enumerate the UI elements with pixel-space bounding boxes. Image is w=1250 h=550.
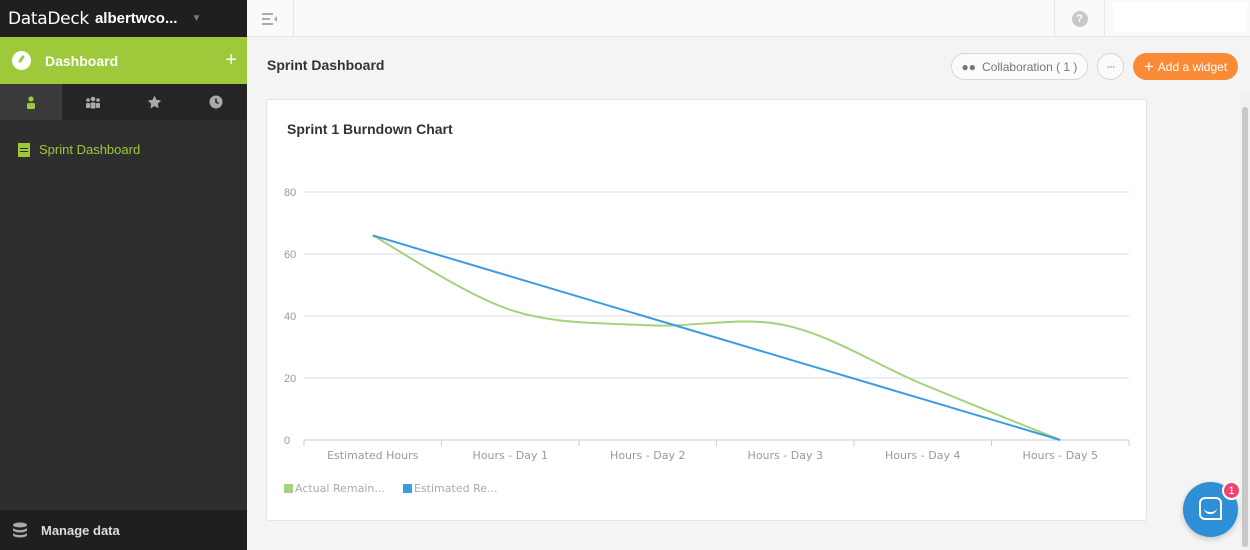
tab-recent[interactable] [185, 84, 247, 120]
more-options-button[interactable]: ··· [1097, 53, 1124, 80]
x-tick-label: Hours - Day 3 [748, 449, 823, 462]
burndown-widget[interactable]: Sprint 1 Burndown Chart 0 20 40 60 80 Estimat… [266, 99, 1147, 521]
person-icon [26, 95, 35, 109]
account-name[interactable]: albertwco... [94, 10, 178, 27]
vertical-scrollbar[interactable] [1240, 95, 1250, 550]
series-line-actual [372, 234, 1061, 441]
x-tick-label: Hours - Day 1 [473, 449, 548, 462]
brand-bar[interactable]: DataDeck albertwco... ▼ [0, 0, 247, 37]
add-dashboard-icon[interactable]: + [225, 49, 237, 71]
top-bar-blank-area [1113, 2, 1247, 32]
dashboard-section[interactable]: Dashboard + [0, 37, 247, 84]
chat-icon [1199, 497, 1222, 520]
tab-personal[interactable] [0, 84, 62, 120]
manage-data-label: Manage data [41, 522, 120, 538]
widget-title: Sprint 1 Burndown Chart [287, 121, 453, 137]
legend-swatch [403, 484, 412, 493]
y-tick-label: 40 [284, 311, 296, 323]
add-widget-button[interactable]: + Add a widget [1133, 53, 1238, 80]
x-tick-label: Hours - Day 5 [1023, 449, 1098, 462]
document-icon [18, 142, 30, 157]
clock-icon [209, 95, 223, 109]
manage-data-button[interactable]: Manage data [0, 510, 247, 550]
chat-smile-icon [1204, 508, 1217, 514]
plus-icon: + [1143, 57, 1154, 76]
sidebar: DataDeck albertwco... ▼ Dashboard + Spri… [0, 0, 247, 550]
x-tick-label: Estimated Hours [327, 449, 419, 462]
sidebar-item-sprint-dashboard[interactable]: Sprint Dashboard [0, 142, 247, 157]
add-widget-label: Add a widget [1157, 59, 1228, 74]
tab-team[interactable] [62, 84, 124, 120]
legend-label: Actual Remain... [295, 482, 385, 495]
help-icon: ? [1071, 10, 1088, 27]
datadeck-logo: DataDeck [8, 8, 89, 29]
y-tick-label: 80 [284, 187, 296, 199]
collapse-sidebar-button[interactable] [247, 0, 294, 37]
team-icon [85, 96, 100, 108]
legend-swatch [284, 484, 293, 493]
scrollbar-thumb[interactable] [1242, 107, 1248, 547]
y-tick-label: 0 [284, 435, 290, 447]
burndown-chart: 0 20 40 60 80 Estimated Hours Hours - Day 1 Hou… [284, 187, 1130, 495]
caret-down-icon[interactable]: ▼ [191, 13, 202, 24]
collaboration-label: Collaboration ( 1 ) [982, 59, 1078, 74]
database-icon [13, 522, 27, 538]
series-line-estimated [372, 234, 1061, 441]
help-button[interactable]: ? [1054, 0, 1105, 37]
sidebar-tabs [0, 84, 247, 120]
more-icon: ··· [1106, 60, 1116, 73]
chat-notification-badge: 1 [1222, 481, 1241, 500]
page-title: Sprint Dashboard [267, 57, 385, 73]
tab-favorites[interactable] [124, 84, 186, 120]
y-tick-label: 20 [284, 373, 296, 385]
x-tick-label: Hours - Day 4 [885, 449, 960, 462]
collapse-menu-icon [262, 12, 277, 25]
dashboard-gauge-icon [12, 51, 31, 70]
dashboard-label: Dashboard [45, 52, 119, 69]
team-icon: ●● [961, 59, 977, 74]
collaboration-button[interactable]: ●● Collaboration ( 1 ) [951, 53, 1088, 80]
x-tick-label: Hours - Day 2 [610, 449, 685, 462]
y-tick-label: 60 [284, 249, 296, 261]
top-bar: ? [247, 0, 1250, 37]
star-icon [147, 95, 162, 109]
legend-label: Estimated Re... [414, 482, 497, 495]
sidebar-item-label: Sprint Dashboard [39, 142, 141, 157]
